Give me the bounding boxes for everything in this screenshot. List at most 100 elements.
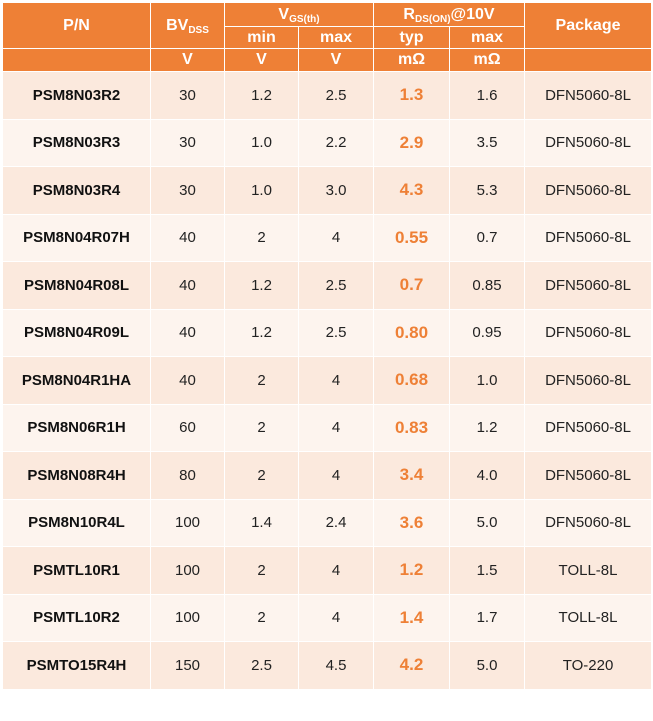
- cell-rds-max: 1.7: [448, 593, 526, 642]
- cell-vgs-min: 2.5: [224, 641, 299, 690]
- cell-bvdss: 60: [150, 403, 225, 452]
- cell-vgs-min: 2: [224, 213, 299, 262]
- cell-rds-typ: 0.7: [373, 261, 450, 310]
- cell-package: DFN5060-8L: [524, 356, 653, 405]
- table-row: PSMTL10R2 100 2 4 1.4 1.7 TOLL-8L: [2, 593, 653, 642]
- header-unit-vgs-max: V: [298, 48, 374, 72]
- cell-rds-max: 4.0: [448, 451, 526, 500]
- header-bvdss: BVDSS: [150, 2, 225, 49]
- cell-vgs-max: 2.2: [298, 118, 374, 167]
- cell-vgs-min: 2: [224, 593, 299, 642]
- cell-vgs-min: 2: [224, 356, 299, 405]
- cell-rds-max: 1.5: [448, 546, 526, 595]
- cell-bvdss: 100: [150, 498, 225, 547]
- cell-package: TO-220: [524, 641, 653, 690]
- cell-rds-max: 5.0: [448, 498, 526, 547]
- cell-vgs-min: 2: [224, 451, 299, 500]
- cell-part-number: PSM8N10R4L: [2, 498, 151, 547]
- cell-vgs-min: 2: [224, 403, 299, 452]
- header-package: Package: [524, 2, 653, 49]
- cell-vgs-max: 2.4: [298, 498, 374, 547]
- cell-vgs-min: 1.2: [224, 71, 299, 120]
- header-unit-vgs-min: V: [224, 48, 299, 72]
- cell-vgs-min: 2: [224, 546, 299, 595]
- table-row: PSM8N03R4 30 1.0 3.0 4.3 5.3 DFN5060-8L: [2, 166, 653, 215]
- cell-package: DFN5060-8L: [524, 451, 653, 500]
- cell-vgs-max: 4: [298, 593, 374, 642]
- cell-rds-typ: 4.3: [373, 166, 450, 215]
- header-rdson-main: R: [403, 5, 415, 23]
- cell-vgs-min: 1.0: [224, 166, 299, 215]
- cell-rds-typ: 0.80: [373, 308, 450, 357]
- cell-vgs-max: 2.5: [298, 308, 374, 357]
- cell-part-number: PSM8N04R08L: [2, 261, 151, 310]
- header-vgsth: VGS(th): [224, 2, 374, 27]
- cell-rds-typ: 1.4: [373, 593, 450, 642]
- header-vgsth-sub: GS(th): [289, 13, 320, 25]
- header-rds-typ: typ: [373, 26, 450, 49]
- cell-vgs-min: 1.4: [224, 498, 299, 547]
- cell-package: DFN5060-8L: [524, 498, 653, 547]
- table-row: PSM8N04R09L 40 1.2 2.5 0.80 0.95 DFN5060-8L: [2, 308, 653, 357]
- header-rdson-sub: DS(ON): [414, 13, 451, 25]
- cell-part-number: PSM8N04R09L: [2, 308, 151, 357]
- cell-vgs-max: 4: [298, 356, 374, 405]
- cell-rds-max: 0.95: [448, 308, 526, 357]
- cell-rds-typ: 2.9: [373, 118, 450, 167]
- cell-package: DFN5060-8L: [524, 166, 653, 215]
- cell-rds-typ: 0.68: [373, 356, 450, 405]
- header-pn: P/N: [2, 2, 151, 49]
- header-bvdss-sub: DSS: [188, 24, 209, 36]
- cell-rds-max: 0.7: [448, 213, 526, 262]
- cell-bvdss: 30: [150, 71, 225, 120]
- cell-bvdss: 100: [150, 593, 225, 642]
- header-unit-package-blank: [524, 48, 653, 72]
- cell-rds-typ: 4.2: [373, 641, 450, 690]
- cell-rds-typ: 3.6: [373, 498, 450, 547]
- header-rdson: RDS(ON)@10V: [372, 2, 526, 27]
- cell-bvdss: 40: [150, 261, 225, 310]
- cell-rds-typ: 0.55: [373, 213, 450, 262]
- cell-part-number: PSM8N06R1H: [2, 403, 151, 452]
- cell-vgs-max: 2.5: [298, 71, 374, 120]
- cell-vgs-min: 1.2: [224, 308, 299, 357]
- cell-package: DFN5060-8L: [524, 261, 653, 310]
- header-rds-max: max: [448, 26, 526, 49]
- table-row: PSM8N06R1H 60 2 4 0.83 1.2 DFN5060-8L: [2, 403, 653, 452]
- cell-part-number: PSM8N03R3: [2, 118, 151, 167]
- cell-vgs-min: 1.0: [224, 118, 299, 167]
- cell-vgs-max: 2.5: [298, 261, 374, 310]
- cell-part-number: PSMTL10R2: [2, 593, 151, 642]
- cell-rds-max: 1.2: [448, 403, 526, 452]
- table-row: PSMTL10R1 100 2 4 1.2 1.5 TOLL-8L: [2, 546, 653, 595]
- header-unit-rds-typ: mΩ: [373, 48, 450, 72]
- header-unit-rds-max: mΩ: [448, 48, 526, 72]
- cell-rds-max: 1.6: [448, 71, 526, 120]
- cell-rds-max: 0.85: [448, 261, 526, 310]
- cell-vgs-max: 4: [298, 213, 374, 262]
- cell-bvdss: 30: [150, 166, 225, 215]
- table-row: PSM8N04R07H 40 2 4 0.55 0.7 DFN5060-8L: [2, 213, 653, 262]
- cell-package: DFN5060-8L: [524, 308, 653, 357]
- table-row: PSM8N10R4L 100 1.4 2.4 3.6 5.0 DFN5060-8L: [2, 498, 653, 547]
- cell-part-number: PSM8N08R4H: [2, 451, 151, 500]
- header-vgsth-main: V: [278, 5, 290, 23]
- cell-bvdss: 40: [150, 308, 225, 357]
- header-rdson-suffix: @10V: [450, 5, 495, 23]
- table-body: PSM8N03R2 30 1.2 2.5 1.3 1.6 DFN5060-8L PSM8N03…: [2, 71, 653, 690]
- cell-bvdss: 150: [150, 641, 225, 690]
- cell-vgs-max: 4.5: [298, 641, 374, 690]
- cell-rds-typ: 0.83: [373, 403, 450, 452]
- cell-part-number: PSMTO15R4H: [2, 641, 151, 690]
- cell-rds-typ: 3.4: [373, 451, 450, 500]
- cell-vgs-max: 4: [298, 451, 374, 500]
- cell-part-number: PSMTL10R1: [2, 546, 151, 595]
- table-header: P/N BVDSS VGS(th) RDS(ON)@10V Package mi…: [2, 2, 653, 72]
- cell-bvdss: 40: [150, 356, 225, 405]
- cell-rds-max: 5.0: [448, 641, 526, 690]
- cell-bvdss: 30: [150, 118, 225, 167]
- cell-part-number: PSM8N03R2: [2, 71, 151, 120]
- cell-package: DFN5060-8L: [524, 213, 653, 262]
- table-row: PSMTO15R4H 150 2.5 4.5 4.2 5.0 TO-220: [2, 641, 653, 690]
- cell-part-number: PSM8N04R1HA: [2, 356, 151, 405]
